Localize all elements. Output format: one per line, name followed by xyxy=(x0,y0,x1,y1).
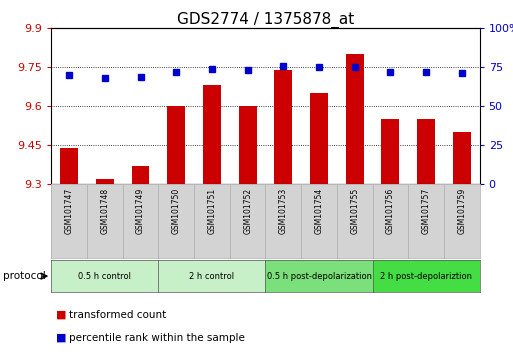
Text: protocol: protocol xyxy=(3,271,45,281)
Text: 0.5 h post-depolarization: 0.5 h post-depolarization xyxy=(267,272,371,281)
Bar xyxy=(346,54,364,184)
Text: GSM101755: GSM101755 xyxy=(350,188,359,234)
Bar xyxy=(60,148,78,184)
Bar xyxy=(453,132,471,184)
Bar xyxy=(132,166,149,184)
Bar xyxy=(382,119,399,184)
Bar xyxy=(203,85,221,184)
Bar xyxy=(274,70,292,184)
Text: GSM101757: GSM101757 xyxy=(422,188,430,234)
Bar xyxy=(417,119,435,184)
Bar xyxy=(167,106,185,184)
Text: 2 h post-depolariztion: 2 h post-depolariztion xyxy=(380,272,472,281)
Text: transformed count: transformed count xyxy=(69,310,167,320)
Bar xyxy=(310,93,328,184)
Text: ■: ■ xyxy=(56,310,67,320)
Title: GDS2774 / 1375878_at: GDS2774 / 1375878_at xyxy=(177,12,354,28)
Text: GSM101751: GSM101751 xyxy=(207,188,216,234)
Text: GSM101756: GSM101756 xyxy=(386,188,395,234)
Text: percentile rank within the sample: percentile rank within the sample xyxy=(69,333,245,343)
Text: GSM101750: GSM101750 xyxy=(172,188,181,234)
Text: GSM101759: GSM101759 xyxy=(457,188,466,234)
Bar xyxy=(239,106,256,184)
Text: GSM101749: GSM101749 xyxy=(136,188,145,234)
Text: 0.5 h control: 0.5 h control xyxy=(78,272,131,281)
Text: GSM101748: GSM101748 xyxy=(101,188,109,234)
Text: GSM101753: GSM101753 xyxy=(279,188,288,234)
Bar xyxy=(96,179,114,184)
Text: GSM101752: GSM101752 xyxy=(243,188,252,234)
Text: GSM101747: GSM101747 xyxy=(65,188,74,234)
Text: 2 h control: 2 h control xyxy=(189,272,234,281)
Text: ■: ■ xyxy=(56,333,67,343)
Text: GSM101754: GSM101754 xyxy=(314,188,324,234)
